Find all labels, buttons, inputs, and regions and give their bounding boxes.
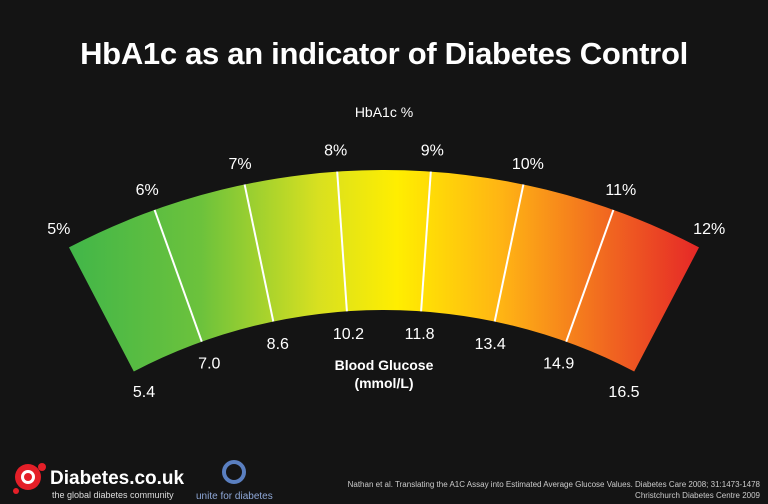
gauge-band	[69, 170, 699, 372]
glucose-label-1: 7.0	[198, 355, 220, 372]
page-title: HbA1c as an indicator of Diabetes Contro…	[80, 36, 688, 71]
hba1c-label-0: 5%	[47, 221, 70, 238]
hba1c-label-3: 8%	[324, 143, 347, 160]
gauge-tick-3	[336, 171, 348, 312]
hba1c-label-7: 12%	[693, 221, 725, 238]
glucose-axis-label-line1: Blood Glucose	[335, 357, 434, 373]
hba1c-label-4: 9%	[421, 143, 444, 160]
gauge-tick-4	[420, 171, 432, 312]
source-citation: Nathan et al. Translating the A1C Assay …	[348, 479, 760, 501]
source-line-2: Christchurch Diabetes Centre 2009	[635, 491, 760, 500]
hba1c-label-5: 10%	[512, 156, 544, 173]
hba1c-label-6: 11%	[605, 182, 636, 199]
gauge-ticks	[153, 171, 615, 343]
glucose-label-3: 10.2	[333, 326, 364, 343]
hba1c-labels: 5% 6% 7% 8% 9% 10% 11% 12%	[47, 143, 725, 238]
logo-tagline: the global diabetes community	[52, 490, 174, 500]
gauge-tick-2	[243, 184, 275, 322]
glucose-label-2: 8.6	[267, 336, 289, 353]
glucose-axis-label-line2: (mmol/L)	[354, 375, 413, 391]
glucose-label-7: 16.5	[608, 384, 639, 401]
glucose-label-0: 5.4	[133, 384, 155, 401]
gauge-tick-1	[153, 209, 203, 343]
hba1c-label-2: 7%	[229, 156, 252, 173]
gauge-tick-6	[565, 209, 615, 343]
hba1c-label-1: 6%	[136, 182, 159, 199]
glucose-label-5: 13.4	[475, 336, 506, 353]
diabetes-logo-icon	[13, 463, 46, 494]
gauge-tick-5	[493, 184, 525, 322]
partner-text: unite for diabetes	[196, 491, 273, 502]
source-line-1: Nathan et al. Translating the A1C Assay …	[347, 480, 760, 489]
hba1c-gauge: 5% 6% 7% 8% 9% 10% 11% 12% 5.4 7.0 8.6 10.2 11.8 13.…	[47, 104, 725, 401]
glucose-label-4: 11.8	[405, 326, 435, 343]
blue-circle-icon	[222, 460, 246, 484]
hba1c-axis-label: HbA1c %	[355, 104, 413, 120]
glucose-label-6: 14.9	[543, 355, 574, 372]
glucose-labels: 5.4 7.0 8.6 10.2 11.8 13.4 14.9 16.5	[133, 326, 640, 401]
logo-text: Diabetes.co.uk	[50, 468, 185, 489]
